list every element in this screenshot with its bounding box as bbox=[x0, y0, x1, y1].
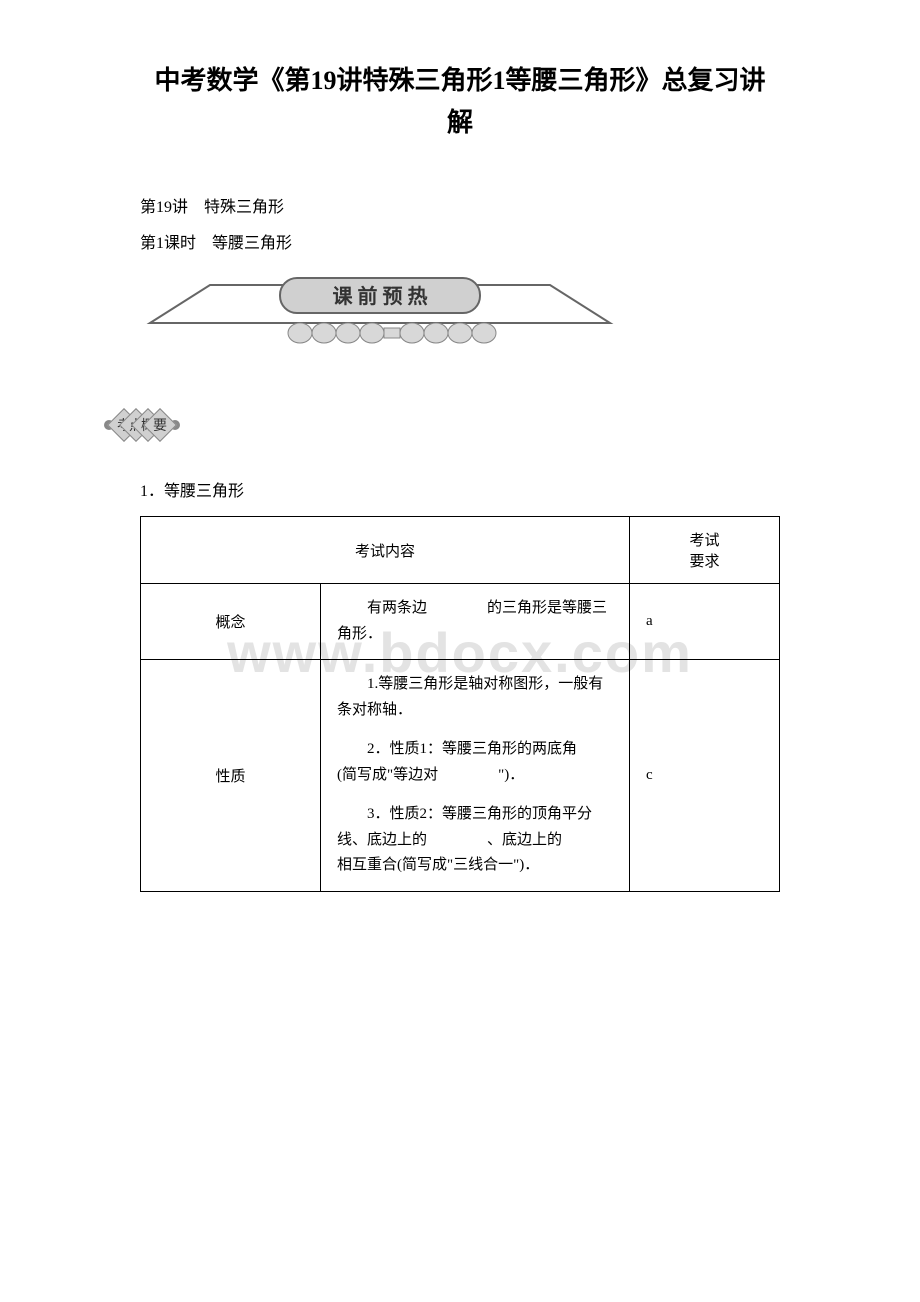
title-line-1: 中考数学《第19讲特殊三角形1等腰三角形》总复习讲 bbox=[80, 60, 840, 102]
header-content: 考试内容 bbox=[141, 517, 630, 584]
row-2-content: 1.等腰三角形是轴对称图形，一般有 条对称轴． 2．性质1：等腰三角形的两底角 … bbox=[321, 660, 630, 892]
row-1-content: 有两条边 的三角形是等腰三角形． bbox=[321, 584, 630, 660]
row-1-label: 概念 bbox=[141, 584, 321, 660]
banner-beads-right bbox=[400, 323, 496, 343]
banner-svg: 课 前 预 热 bbox=[140, 273, 620, 363]
lecture-heading: 第19讲 特殊三角形 bbox=[140, 193, 840, 217]
title-line-2: 解 bbox=[80, 102, 840, 144]
header-requirement: 考试 要求 bbox=[630, 517, 780, 584]
banner-beads-left bbox=[288, 323, 384, 343]
table-row: 性质 1.等腰三角形是轴对称图形，一般有 条对称轴． 2．性质1：等腰三角形的两… bbox=[141, 660, 780, 892]
content-table: 考试内容 考试 要求 概念 有两条边 的三角形是等腰三角形． a 性质 1.等腰… bbox=[140, 516, 780, 892]
row-2-label: 性质 bbox=[141, 660, 321, 892]
preview-banner: 课 前 预 热 bbox=[140, 273, 620, 363]
table-row: 概念 有两条边 的三角形是等腰三角形． a bbox=[141, 584, 780, 660]
section-1-heading: 1．等腰三角形 bbox=[140, 477, 840, 501]
row-2-req: c bbox=[630, 660, 780, 892]
page-title: 中考数学《第19讲特殊三角形1等腰三角形》总复习讲 解 bbox=[80, 60, 840, 143]
lesson-heading: 第1课时 等腰三角形 bbox=[140, 229, 840, 253]
banner-text: 课 前 预 热 bbox=[333, 284, 428, 308]
row-1-req: a bbox=[630, 584, 780, 660]
topic-label: 考 点 概 要 bbox=[100, 413, 184, 437]
table-header-row: 考试内容 考试 要求 bbox=[141, 517, 780, 584]
